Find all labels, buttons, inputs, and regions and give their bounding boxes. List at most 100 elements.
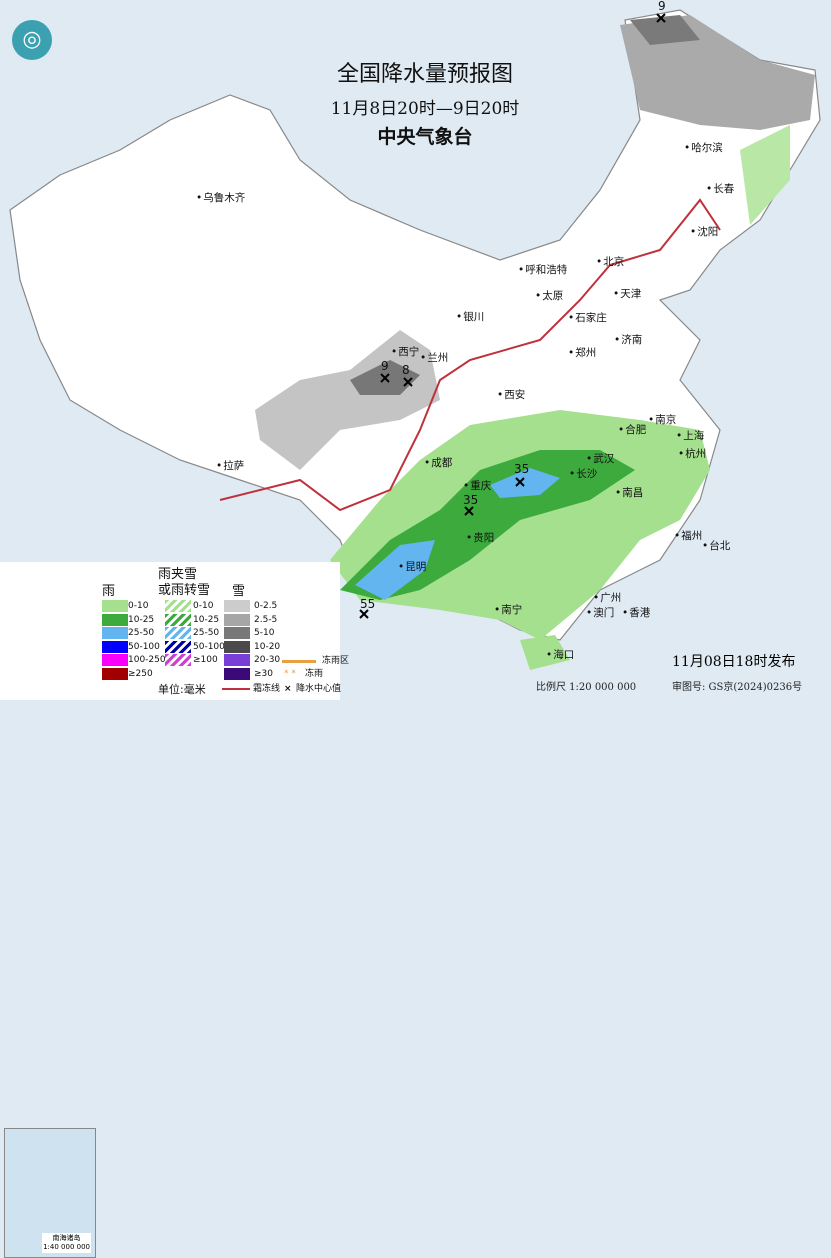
precip-center-value: 35 — [463, 493, 479, 507]
issue-time: 11月08日18时发布 — [672, 654, 796, 670]
city-label: 武汉 — [586, 453, 614, 465]
snow-range-label: 5-10 — [254, 628, 275, 638]
sleet-range-label: 10-25 — [193, 614, 220, 625]
sleet-swatch — [165, 640, 191, 653]
snow-range-label: ≥30 — [254, 668, 273, 679]
center-marker-icon: × — [284, 684, 292, 694]
precip-center-marker — [656, 13, 666, 23]
city-label: 昆明 — [398, 561, 426, 573]
approval-number: 审图号: GS京(2024)0236号 — [672, 682, 803, 693]
city-label: 沈阳 — [690, 226, 718, 238]
frost-line-label: 霜冻线 — [253, 684, 281, 694]
city-label: 广州 — [593, 592, 621, 604]
sleet-legend-title: 雨夹雪 — [158, 567, 198, 582]
snow-range-label: 10-20 — [254, 641, 281, 652]
rain-heavy-yunnan — [355, 540, 435, 600]
city-label: 呼和浩特 — [518, 264, 567, 276]
snow-swatch — [224, 613, 250, 626]
rain-swatch — [102, 667, 128, 680]
snow-swatch — [224, 667, 250, 680]
sleet-swatch — [165, 627, 191, 639]
sleet-northeast — [740, 125, 790, 225]
city-label: 海口 — [546, 649, 574, 661]
sleet-range-label: 50-100 — [193, 641, 225, 652]
snow-swatch — [224, 654, 250, 666]
rain-range-label: 25-50 — [128, 628, 155, 638]
precip-center-value: 35 — [514, 462, 530, 476]
city-label: 重庆 — [463, 480, 491, 492]
city-label: 兰州 — [420, 352, 448, 364]
rain-range-label: 10-25 — [128, 614, 155, 625]
precip-center-value: 9 — [381, 359, 389, 373]
legend: 南海诸岛 1:40 000 000 雨 雨夹雪 或雨转雪 雪 0-10 10-25… — [0, 562, 349, 1258]
city-label: 南昌 — [615, 487, 643, 499]
frost-line-sample — [222, 688, 250, 690]
precip-center-value: 8 — [402, 363, 410, 377]
city-label: 石家庄 — [568, 312, 607, 324]
rain-range-label: 100-250 — [128, 655, 166, 665]
sleet-range-label: 25-50 — [193, 628, 220, 638]
precip-center-marker — [464, 506, 474, 516]
rain-swatch — [102, 654, 128, 666]
freezing-rain-icon: * * — [284, 669, 296, 679]
precip-center-value: 9 — [658, 0, 666, 13]
snow-swatch — [224, 640, 250, 653]
south-china-sea-inset: 南海诸岛 1:40 000 000 — [4, 1128, 96, 1258]
snow-legend-title: 雪 — [232, 584, 246, 599]
city-label: 杭州 — [678, 448, 706, 460]
precip-center-marker — [403, 377, 413, 387]
snow-swatch — [224, 600, 250, 612]
snow-range-label: 0-2.5 — [254, 601, 278, 611]
rain-legend-title: 雨 — [102, 584, 116, 599]
city-label: 南宁 — [494, 604, 522, 616]
rain-heavy-hubei — [490, 468, 560, 498]
snow-northeast-heavy — [630, 15, 700, 45]
city-label: 太原 — [535, 290, 563, 302]
sleet-swatch — [165, 613, 191, 626]
rain-swatch — [102, 613, 128, 626]
sleet-swatch — [165, 654, 191, 666]
sleet-range-label: 0-10 — [193, 601, 214, 611]
city-label: 澳门 — [586, 607, 614, 619]
inset-title: 南海诸岛 — [52, 1234, 81, 1242]
city-label: 南京 — [648, 414, 676, 426]
snow-range-label: 20-30 — [254, 655, 281, 665]
rain-swatch — [102, 640, 128, 653]
city-label: 西安 — [497, 389, 525, 401]
agency-name: 中央气象台 — [377, 126, 473, 148]
forecast-period: 11月8日20时—9日20时 — [330, 99, 520, 119]
center-marker-label: 降水中心值 — [296, 684, 342, 694]
city-label: 天津 — [613, 288, 641, 300]
sleet-swatch — [165, 600, 191, 612]
city-label: 成都 — [424, 457, 452, 469]
city-label: 合肥 — [618, 424, 646, 436]
city-label: 长春 — [706, 183, 734, 195]
freezing-rain-area-line — [282, 660, 316, 663]
city-label: 北京 — [596, 256, 624, 268]
frost-line — [219, 198, 721, 512]
city-label: 银川 — [456, 311, 484, 323]
city-label: 乌鲁木齐 — [196, 192, 245, 204]
precip-center-marker — [380, 373, 390, 383]
rain-south-hainan — [520, 635, 570, 670]
precip-center-value: 55 — [360, 597, 376, 611]
sleet-range-label: ≥100 — [193, 655, 218, 665]
city-label: 郑州 — [568, 347, 596, 359]
inset-scale: 1:40 000 000 — [43, 1243, 90, 1251]
freezing-rain-area-label: 冻雨区 — [322, 656, 350, 666]
map-title: 全国降水量预报图 — [336, 62, 513, 87]
city-label: 贵阳 — [466, 532, 494, 544]
freezing-rain-label: 冻雨 — [305, 669, 324, 679]
snow-northeast — [620, 15, 815, 130]
city-label: 福州 — [674, 530, 702, 542]
precipitation-map: ◎ 全国降水量预报图 11月8日20时—9日20时 中央气象台 乌鲁木齐 哈尔滨长… — [0, 0, 831, 702]
city-label: 台北 — [702, 540, 730, 552]
sleet-legend-title2: 或雨转雪 — [158, 583, 211, 598]
rain-swatch — [102, 627, 128, 639]
cma-logo: ◎ — [12, 20, 52, 60]
precip-center-marker — [359, 609, 369, 619]
city-label: 长沙 — [569, 468, 597, 480]
city-label: 济南 — [614, 334, 642, 346]
city-label: 拉萨 — [216, 460, 244, 472]
rain-range-label: 50-100 — [128, 641, 160, 652]
